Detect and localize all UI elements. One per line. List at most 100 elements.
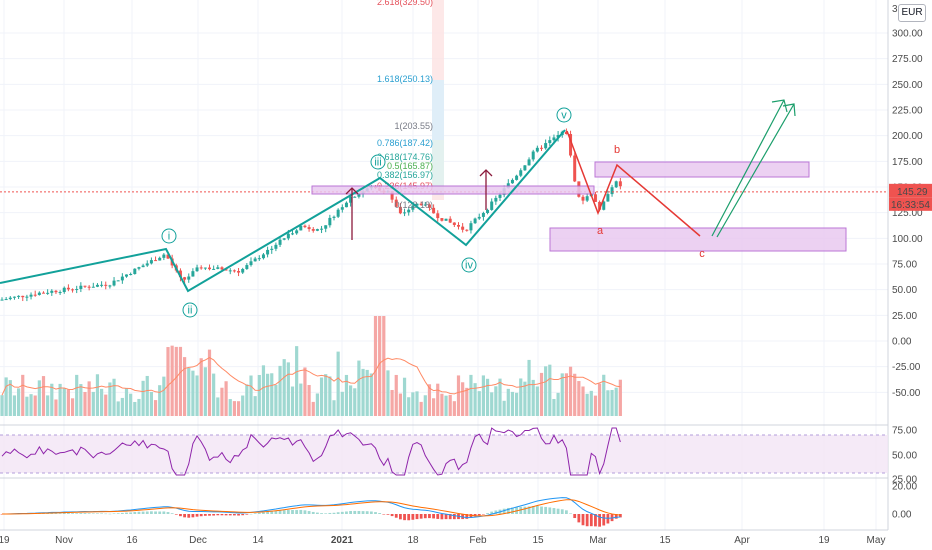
currency-badge[interactable]: EUR — [898, 4, 926, 22]
volume-bar — [46, 395, 50, 416]
volume-bar — [62, 388, 66, 416]
projection-arrow-head — [771, 99, 788, 113]
macd-histogram-bar — [544, 506, 548, 514]
macd-histogram-bar — [187, 514, 191, 518]
volume-ma-line — [1, 356, 621, 396]
wave-label-v: v — [561, 110, 567, 122]
macd-histogram-bar — [274, 510, 278, 514]
candle-body — [282, 238, 286, 240]
volume-bar — [378, 316, 382, 416]
volume-bar — [614, 387, 618, 416]
volume-bar — [216, 397, 220, 416]
macd-histogram-bar — [560, 509, 564, 514]
macd-histogram-bar — [116, 513, 120, 514]
macd-histogram-bar — [452, 514, 456, 520]
price-tick-label: 100.00 — [892, 234, 923, 245]
macd-histogram-bar — [465, 514, 469, 519]
volume-bar — [245, 384, 249, 416]
time-tick-label: Feb — [469, 535, 487, 546]
candle-body — [33, 294, 37, 296]
volume-bar — [315, 393, 319, 416]
volume-bar — [411, 392, 415, 416]
candle-body — [510, 179, 514, 184]
macd-histogram-bar — [399, 514, 402, 520]
candle-body — [315, 229, 319, 231]
macd-histogram-bar — [369, 511, 373, 514]
macd-histogram-bar — [618, 514, 622, 518]
macd-histogram-bar — [245, 514, 249, 515]
rsi-tick-label: 75.00 — [892, 426, 917, 437]
volume-bar — [50, 383, 54, 416]
candle-body — [344, 202, 348, 208]
candle-body — [17, 295, 21, 297]
volume-bar — [58, 383, 62, 416]
volume-bar — [295, 346, 299, 416]
macd-histogram-bar — [552, 508, 556, 514]
projection-arrow-head — [782, 103, 796, 117]
macd-histogram-bar — [62, 512, 66, 514]
volume-bar — [560, 373, 564, 416]
candle-body — [232, 270, 236, 272]
macd-tick-label: 0.00 — [892, 510, 912, 521]
macd-histogram-bar — [577, 514, 581, 523]
macd-histogram-bar — [270, 511, 274, 514]
candle-body — [564, 131, 568, 135]
volume-bar — [394, 374, 398, 416]
candle-body — [4, 299, 8, 301]
rsi-band — [0, 435, 888, 473]
fib-band-blue — [432, 80, 444, 140]
macd-histogram-bar — [212, 514, 216, 516]
candle-body — [403, 212, 407, 214]
volume-bar — [270, 373, 274, 416]
candle-body — [79, 285, 83, 289]
candle-body — [544, 143, 548, 149]
wave-label-c: c — [699, 248, 705, 260]
candle-body — [581, 196, 585, 201]
macd-histogram-bar — [345, 511, 348, 514]
candle-body — [311, 229, 315, 231]
volume-bar — [535, 386, 539, 416]
up-arrow-head — [479, 169, 493, 177]
candle-body — [178, 270, 182, 278]
price-tick-label: 275.00 — [892, 54, 923, 65]
macd-histogram-bar — [598, 514, 601, 527]
macd-histogram-bar — [490, 511, 494, 514]
macd-histogram-bar — [150, 511, 153, 514]
macd-histogram-bar — [527, 506, 531, 514]
wave-label-circle — [461, 257, 477, 273]
macd-histogram-bar — [96, 513, 99, 514]
candle-body — [448, 218, 452, 223]
candle-body — [120, 276, 124, 281]
volume-bar — [141, 380, 145, 416]
time-tick-label: Dec — [189, 535, 207, 546]
volume-bar — [552, 398, 556, 416]
fib-level-label: 0.618(174.76) — [377, 152, 433, 162]
macd-histogram-bar — [519, 506, 523, 514]
macd-histogram-bar — [477, 514, 481, 516]
wave-label-ii: ii — [188, 305, 193, 317]
candle-body — [353, 196, 357, 198]
volume-bar — [490, 392, 494, 416]
volume-bar — [187, 367, 191, 416]
macd-tick-label: 20.00 — [892, 482, 917, 493]
wave-label-iii: iii — [374, 157, 381, 169]
candle-body — [444, 218, 448, 221]
macd-histogram-bar — [407, 514, 411, 521]
drawings[interactable]: 2.618(329.50) 1.618(250.13) 1(203.55) 0.786… — [0, 0, 888, 318]
candle-body — [610, 187, 614, 195]
volume-bar — [87, 381, 91, 416]
volume-bar — [361, 368, 365, 416]
volume-bar — [436, 383, 440, 416]
candle-body — [253, 258, 257, 262]
volume-bar — [207, 349, 212, 416]
time-tick-label: Nov — [55, 535, 73, 546]
fib-band-green — [432, 140, 444, 195]
candle-body — [569, 134, 573, 156]
candle-body — [25, 296, 29, 298]
candle-body — [66, 287, 70, 290]
macd-histogram-bar — [170, 513, 174, 514]
volume-bar — [539, 372, 544, 416]
volume-bar — [236, 401, 241, 416]
candle-body — [203, 267, 207, 269]
